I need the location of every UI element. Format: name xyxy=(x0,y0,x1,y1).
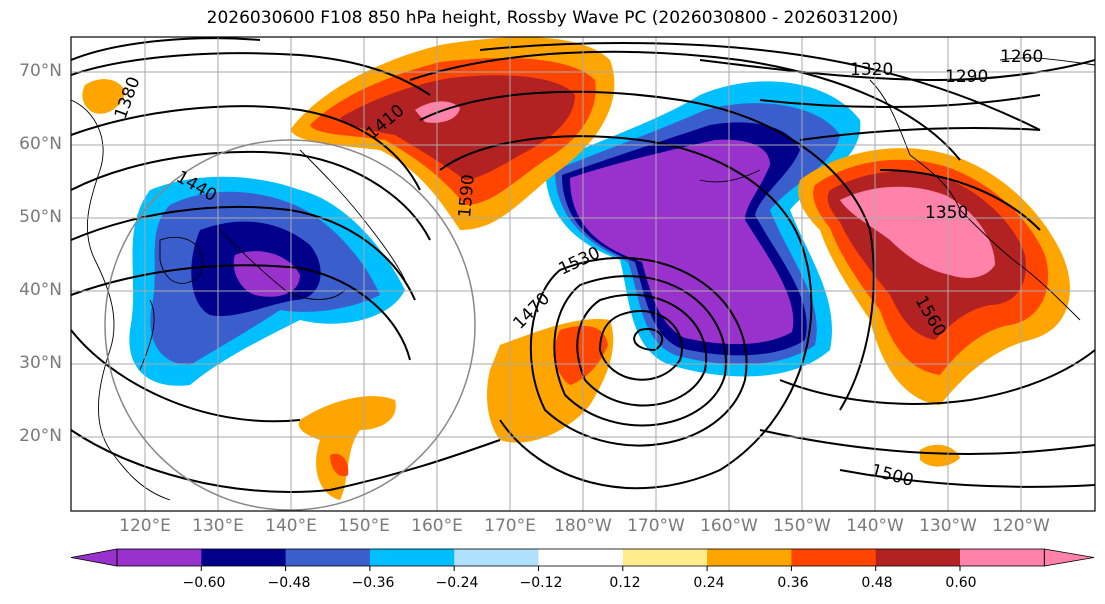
colorbar-tick-label: −0.12 xyxy=(519,575,563,591)
coastlines xyxy=(71,57,1095,501)
lon-label: 180°W xyxy=(554,516,612,536)
lon-label: 170°E xyxy=(484,516,536,536)
lon-label: 130°E xyxy=(192,516,244,536)
negative-anomaly-shading xyxy=(129,81,861,386)
contour-label: 1260 xyxy=(1000,47,1043,67)
colorbar-extend-high xyxy=(1043,548,1095,567)
colorbar xyxy=(70,548,1095,571)
lat-label: 60°N xyxy=(19,134,62,154)
map-frame xyxy=(70,36,1096,512)
lon-label: 150°W xyxy=(773,516,831,536)
colorbar-extend-low xyxy=(70,548,118,567)
colorbar-swatch xyxy=(791,549,877,566)
colorbar-swatch xyxy=(369,549,455,566)
lon-label: 120°W xyxy=(992,516,1050,536)
colorbar-tick-label: 0.36 xyxy=(777,575,809,591)
lon-label: 160°E xyxy=(411,516,463,536)
lat-label: 50°N xyxy=(19,207,62,227)
colorbar-tick-label: 0.12 xyxy=(609,575,641,591)
colorbar-tick-label: −0.24 xyxy=(435,575,479,591)
lon-label: 150°E xyxy=(338,516,390,536)
lon-label: 130°W xyxy=(919,516,977,536)
contour-label: 1290 xyxy=(945,67,988,87)
colorbar-swatch xyxy=(285,549,371,566)
contour-label: 1500 xyxy=(869,461,916,492)
graticule xyxy=(71,37,1095,511)
lat-label: 70°N xyxy=(19,61,62,81)
contour-label: 1530 xyxy=(556,243,604,279)
lon-label: 170°W xyxy=(627,516,685,536)
height-contours xyxy=(71,37,1095,493)
reference-circle xyxy=(104,139,476,511)
colorbar-tick-label: 0.24 xyxy=(693,575,725,591)
lon-label: 140°E xyxy=(265,516,317,536)
contour-label: 1590 xyxy=(455,174,479,219)
lon-label: 140°W xyxy=(846,516,904,536)
contour-label: 1350 xyxy=(925,203,968,223)
map-plot-area: 1260 1290 1320 1350 1380 1410 1440 1470 … xyxy=(71,37,1095,511)
colorbar-swatch xyxy=(707,549,792,566)
colorbar-tick-label: −0.48 xyxy=(267,575,311,591)
lon-label: 160°W xyxy=(700,516,758,536)
colorbar-swatch xyxy=(960,549,1045,566)
lat-label: 30°N xyxy=(19,353,62,373)
colorbar-swatch xyxy=(117,549,202,566)
positive-anomaly-shading xyxy=(82,37,1070,500)
colorbar-swatch xyxy=(622,549,708,566)
lon-label: 120°E xyxy=(119,516,171,536)
colorbar-swatch xyxy=(538,549,624,566)
colorbar-frame xyxy=(116,548,1045,567)
colorbar-tick-label: −0.60 xyxy=(182,575,226,591)
colorbar-tick-label: −0.36 xyxy=(351,575,395,591)
colorbar-swatch xyxy=(201,549,287,566)
colorbar-swatch xyxy=(875,549,961,566)
contour-label: 1320 xyxy=(850,60,893,80)
colorbar-swatch xyxy=(454,549,539,566)
colorbar-tick-label: 0.48 xyxy=(861,575,893,591)
lat-label: 20°N xyxy=(19,426,62,446)
lat-label: 40°N xyxy=(19,280,62,300)
map-title: 2026030600 F108 850 hPa height, Rossby W… xyxy=(206,8,899,28)
colorbar-tick-label: 0.60 xyxy=(945,575,977,591)
